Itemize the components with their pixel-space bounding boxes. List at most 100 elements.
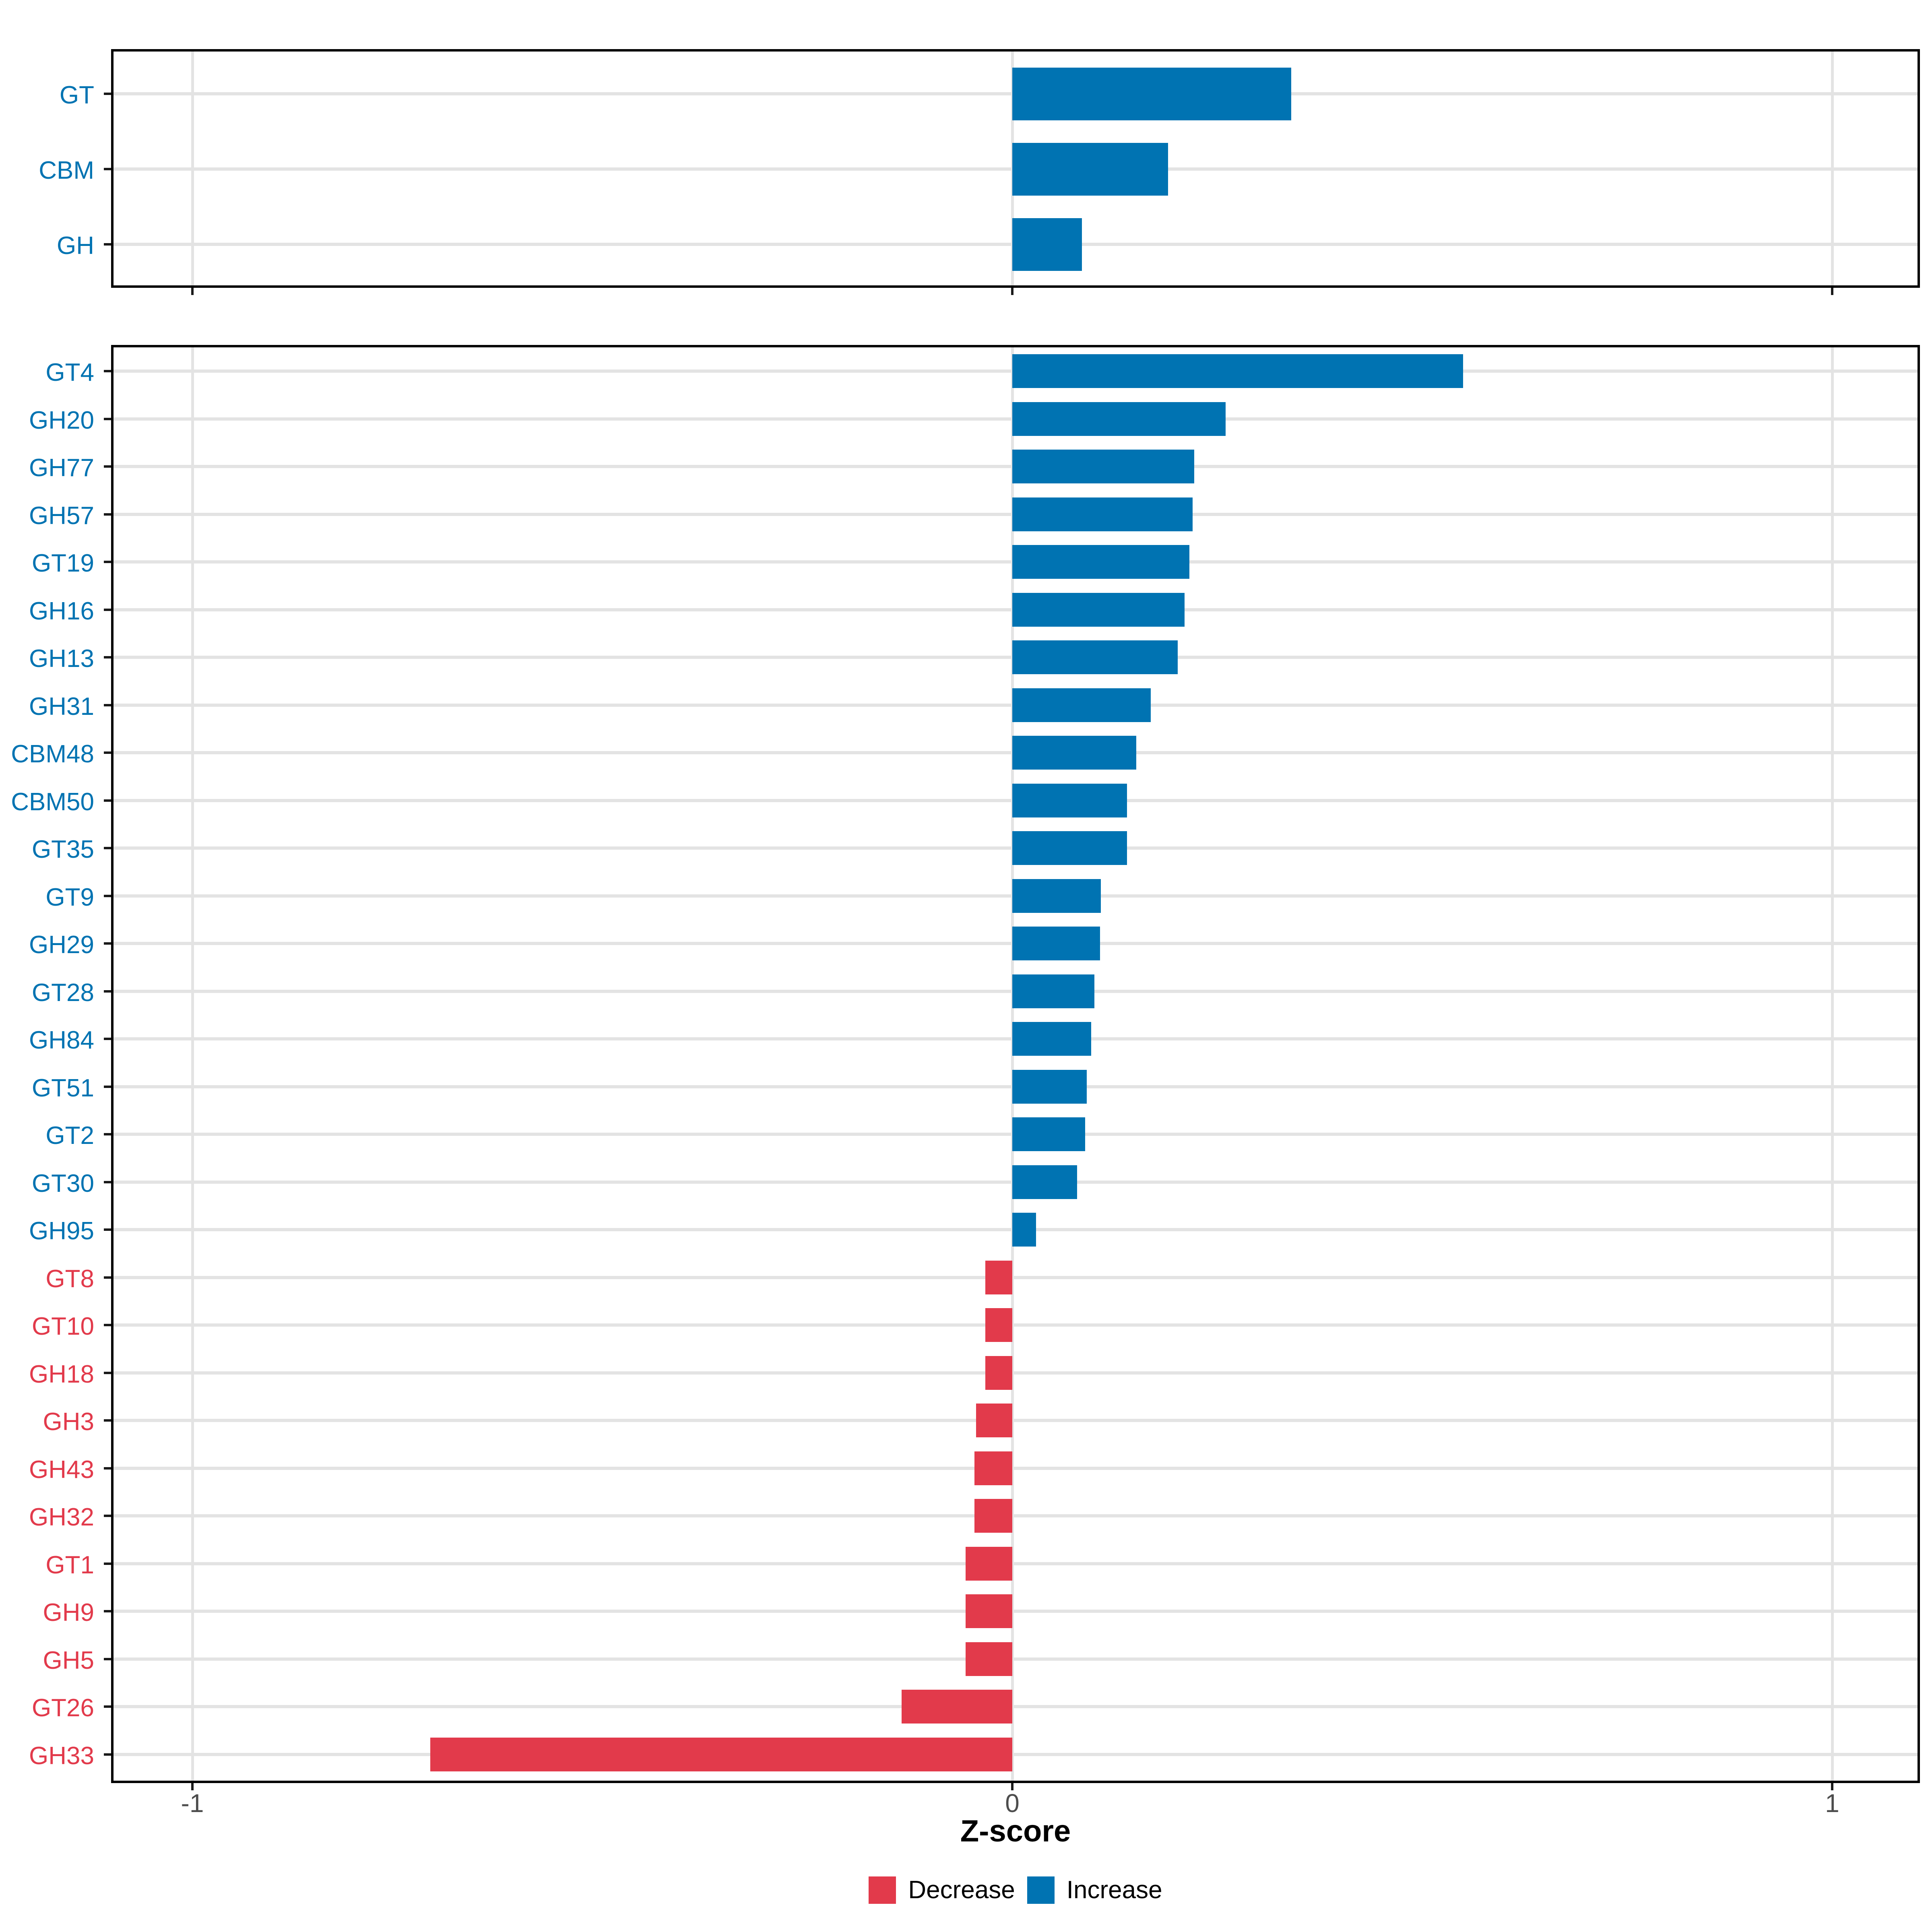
y-tick-GT2 (104, 1133, 111, 1135)
y-tick-GH57 (104, 513, 111, 516)
y-gridline-GH9 (111, 1610, 1920, 1613)
y-tick-GT10 (104, 1324, 111, 1326)
bar-GT8 (985, 1260, 1012, 1294)
row-label-CBM50: CBM50 (11, 788, 94, 816)
y-gridline-GH3 (111, 1419, 1920, 1422)
row-label-GH43: GH43 (29, 1455, 94, 1484)
top-families-panel (111, 49, 1920, 288)
bar-GH57 (1012, 497, 1193, 531)
bar-GH18 (985, 1356, 1012, 1390)
y-tick-GH20 (104, 417, 111, 420)
bar-GH43 (974, 1451, 1012, 1485)
row-label-GT4: GT4 (45, 359, 94, 386)
row-label-GH33: GH33 (29, 1742, 94, 1770)
bar-GT2 (1012, 1117, 1086, 1151)
legend-label-decrease: Decrease (908, 1876, 1015, 1904)
x-tick--1-panel1 (191, 288, 194, 295)
row-label-GT35: GT35 (31, 836, 94, 863)
bar-GH84 (1012, 1022, 1091, 1056)
row-label-GH18: GH18 (29, 1360, 94, 1388)
y-tick-GT19 (104, 561, 111, 563)
legend: Decrease Increase (111, 1872, 1920, 1909)
row-label-GH: GH (57, 232, 94, 260)
y-tick-GT1 (104, 1562, 111, 1565)
bar-GH16 (1012, 592, 1185, 627)
bar-GT26 (902, 1690, 1012, 1724)
row-label-GH13: GH13 (29, 645, 94, 673)
x-axis-title: Z-score (960, 1814, 1071, 1848)
bar-GT51 (1012, 1069, 1087, 1104)
bar-GH9 (965, 1594, 1012, 1628)
y-tick-GH31 (104, 704, 111, 706)
y-gridline-GT10 (111, 1323, 1920, 1327)
y-tick-GH3 (104, 1419, 111, 1422)
y-tick-GH5 (104, 1657, 111, 1660)
y-tick-GH18 (104, 1371, 111, 1374)
row-label-GH84: GH84 (29, 1026, 94, 1054)
y-tick-CBM50 (104, 799, 111, 802)
bar-GT30 (1012, 1165, 1077, 1199)
row-label-GH29: GH29 (29, 931, 94, 959)
x-tick-label--1: -1 (181, 1789, 204, 1818)
y-gridline-GH5 (111, 1657, 1920, 1661)
bar-GT35 (1012, 831, 1127, 865)
row-label-GT28: GT28 (31, 978, 94, 1007)
y-tick-GT30 (104, 1181, 111, 1183)
row-label-GH16: GH16 (29, 597, 94, 625)
y-tick-GH29 (104, 942, 111, 945)
row-label-GH20: GH20 (29, 406, 94, 434)
x-tick-1-panel1 (1831, 288, 1833, 295)
y-tick-GT35 (104, 847, 111, 849)
y-tick-GH32 (104, 1515, 111, 1517)
row-label-GH57: GH57 (29, 502, 94, 530)
row-label-GT19: GT19 (31, 549, 94, 577)
x-tick-label-1: 1 (1825, 1789, 1839, 1818)
bar-GT19 (1012, 545, 1189, 579)
bar-GT10 (985, 1308, 1012, 1342)
y-tick-GT4 (104, 370, 111, 372)
x-tick--1-panel2 (191, 1783, 194, 1790)
x-gridline-0 (1011, 345, 1014, 1783)
bar-GH32 (974, 1499, 1012, 1533)
legend-label-increase: Increase (1066, 1876, 1162, 1904)
row-label-GH95: GH95 (29, 1217, 94, 1245)
y-tick-CBM48 (104, 751, 111, 754)
row-label-GH32: GH32 (29, 1503, 94, 1531)
y-gridline-GH43 (111, 1466, 1920, 1470)
y-tick-GT26 (104, 1705, 111, 1708)
decrease-color-swatch (869, 1876, 896, 1904)
row-label-GT26: GT26 (31, 1694, 94, 1722)
y-gridline-GH33 (111, 1752, 1920, 1756)
bar-CBM (1012, 142, 1168, 196)
bar-GH13 (1012, 640, 1178, 674)
y-tick-GH33 (104, 1753, 111, 1756)
row-label-GT9: GT9 (45, 883, 94, 911)
x-gridline--1 (191, 345, 194, 1783)
row-label-GT10: GT10 (31, 1313, 94, 1340)
row-label-GT30: GT30 (31, 1169, 94, 1197)
x-tick-0-panel2 (1011, 1783, 1013, 1790)
legend-item-decrease: Decrease (869, 1876, 1015, 1904)
row-label-GH31: GH31 (29, 692, 94, 720)
y-tick-GH13 (104, 656, 111, 658)
y-tick-GH16 (104, 608, 111, 611)
bar-CBM48 (1012, 736, 1136, 770)
y-tick-GT51 (104, 1085, 111, 1088)
bar-GH3 (976, 1404, 1012, 1437)
bar-GH95 (1012, 1213, 1036, 1247)
x-tick-label-0: 0 (1005, 1789, 1020, 1818)
y-gridline-GH32 (111, 1514, 1920, 1517)
row-label-GT2: GT2 (45, 1122, 94, 1150)
y-gridline-GT8 (111, 1276, 1920, 1279)
bar-GT (1012, 67, 1291, 120)
row-label-GT1: GT1 (45, 1551, 94, 1579)
increase-color-swatch (1027, 1876, 1055, 1904)
bar-GH29 (1012, 927, 1100, 960)
x-gridline-1 (1831, 345, 1834, 1783)
y-tick-GT28 (104, 990, 111, 993)
y-tick-GT8 (104, 1276, 111, 1279)
bar-CBM50 (1012, 783, 1127, 817)
bar-GT28 (1012, 974, 1094, 1008)
y-tick-CBM (104, 168, 111, 170)
